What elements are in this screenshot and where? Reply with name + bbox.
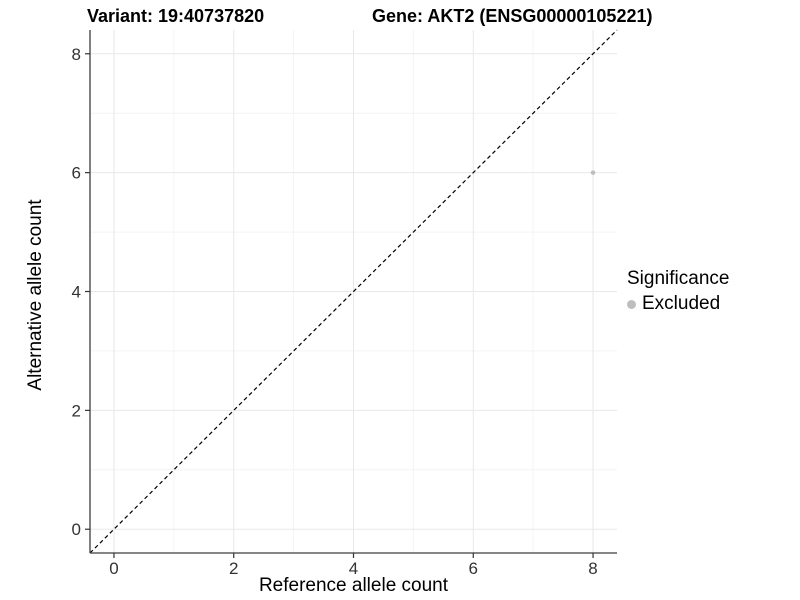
y-tick-label: 2 (72, 401, 81, 420)
y-axis-title: Alternative allele count (25, 199, 46, 391)
legend: Significance Excluded (627, 268, 729, 315)
variant-title: Variant: 19:40737820 (87, 6, 265, 26)
data-point (590, 170, 596, 175)
y-tick-label: 6 (72, 164, 81, 183)
gene-title: Gene: AKT2 (ENSG00000105221) (372, 6, 653, 26)
legend-item-excluded: Excluded (627, 293, 729, 315)
y-tick-label: 4 (72, 283, 81, 302)
x-tick-label: 8 (588, 559, 597, 578)
x-tick-label: 6 (469, 559, 478, 578)
y-tick-label: 0 (72, 520, 81, 539)
x-axis-title: Reference allele count (258, 575, 449, 596)
x-tick-label: 4 (349, 559, 358, 578)
y-tick-label: 8 (72, 45, 81, 64)
x-tick-label: 2 (229, 559, 238, 578)
x-tick-label: 0 (109, 559, 118, 578)
identity-reference-line (89, 29, 618, 554)
excluded-point-icon (627, 299, 636, 309)
legend-item-label: Excluded (642, 293, 721, 314)
legend-title: Significance (627, 268, 730, 289)
